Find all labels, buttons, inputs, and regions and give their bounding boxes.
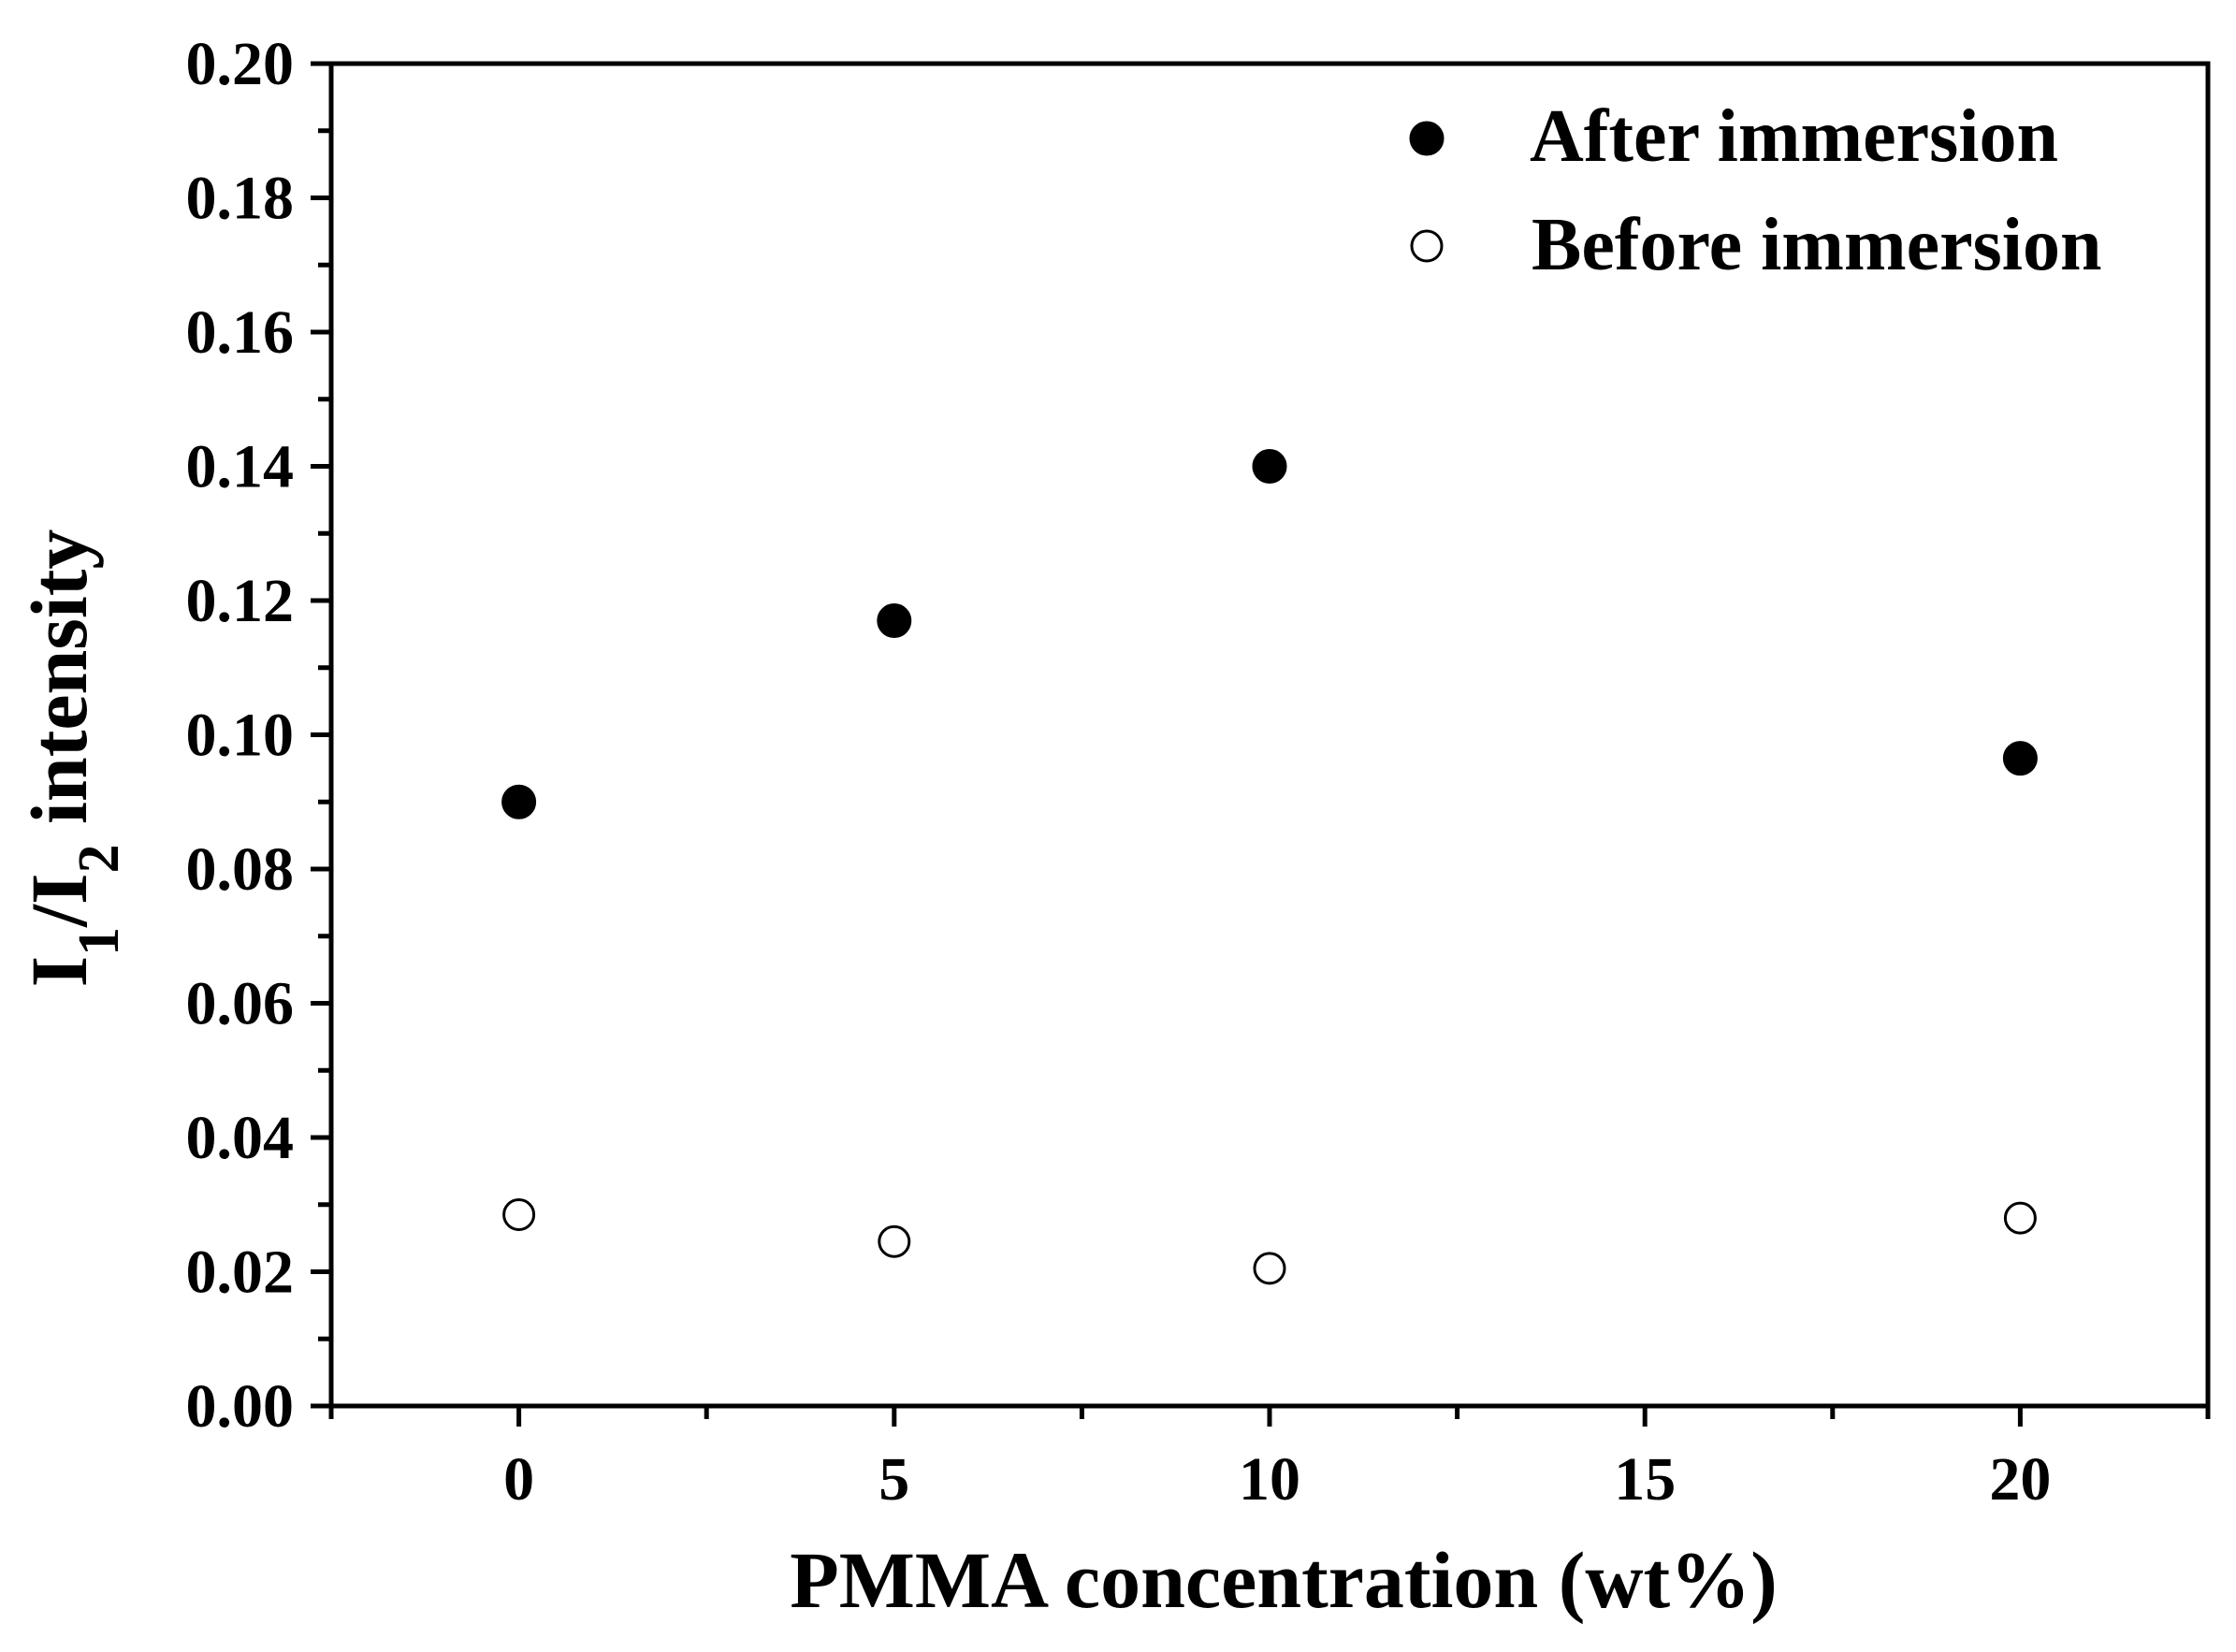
y-tick-label: 0.12 bbox=[186, 567, 295, 635]
x-tick-label: 10 bbox=[1239, 1445, 1300, 1514]
y-axis-title-sub1: 1 bbox=[67, 927, 131, 956]
before-immersion-point-3 bbox=[2003, 1201, 2037, 1235]
before-immersion-point-2 bbox=[1253, 1252, 1286, 1285]
y-axis-tick-labels: 0.00 0.02 0.04 0.06 0.08 0.10 0.12 0.14 0.16 0.18… bbox=[186, 30, 295, 1441]
x-axis-tick-labels: 0 5 10 15 20 bbox=[503, 1445, 2051, 1514]
before-immersion-point-1 bbox=[878, 1225, 911, 1258]
y-tick-label: 0.18 bbox=[186, 165, 295, 233]
series-1 bbox=[502, 1198, 2037, 1285]
legend-label-before-immersion: Before immersion bbox=[1532, 204, 2101, 286]
y-tick-label: 0.14 bbox=[186, 433, 295, 501]
y-axis-title: I1/I2 intensity bbox=[14, 529, 131, 988]
x-tick-label: 20 bbox=[1989, 1445, 2051, 1514]
y-tick-label: 0.02 bbox=[186, 1239, 295, 1307]
series-0 bbox=[501, 449, 2038, 819]
legend-marker-before-immersion bbox=[1410, 229, 1444, 263]
after-immersion-point-1 bbox=[877, 603, 912, 639]
x-tick-label: 5 bbox=[878, 1445, 909, 1514]
y-tick-label: 0.08 bbox=[186, 835, 295, 904]
before-immersion-point-0 bbox=[502, 1198, 536, 1232]
y-axis-title-slash: /I bbox=[14, 874, 104, 928]
x-axis-title: PMMA concentration (wt%) bbox=[790, 1535, 1778, 1625]
legend: After immersion Before immersion bbox=[1409, 95, 2101, 286]
y-tick-label: 0.04 bbox=[186, 1104, 295, 1172]
y-axis-title-sub2: 2 bbox=[67, 845, 131, 874]
x-axis-ticks bbox=[328, 1406, 2211, 1427]
y-tick-label: 0.16 bbox=[186, 298, 295, 367]
y-axis-title-suffix: intensity bbox=[14, 529, 104, 845]
y-tick-label: 0.06 bbox=[186, 970, 295, 1038]
legend-marker-after-immersion bbox=[1409, 121, 1445, 156]
after-immersion-point-2 bbox=[1252, 449, 1287, 484]
y-tick-label: 0.20 bbox=[186, 30, 295, 98]
after-immersion-point-0 bbox=[501, 784, 537, 819]
data-points bbox=[501, 449, 2038, 1285]
legend-label-after-immersion: After immersion bbox=[1530, 95, 2058, 178]
x-tick-label: 15 bbox=[1614, 1445, 1676, 1514]
y-axis-title-prefix: I bbox=[14, 956, 104, 987]
y-tick-label: 0.10 bbox=[186, 702, 295, 770]
y-tick-label: 0.00 bbox=[186, 1372, 295, 1441]
y-axis-ticks bbox=[311, 61, 331, 1409]
after-immersion-point-3 bbox=[2002, 741, 2038, 776]
x-tick-label: 0 bbox=[503, 1445, 534, 1514]
